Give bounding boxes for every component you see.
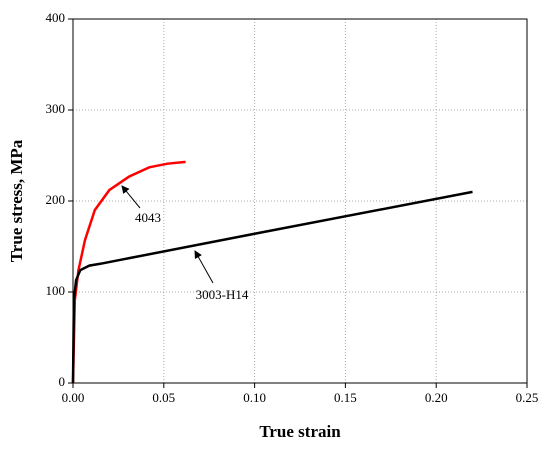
- y-tick-label: 200: [46, 192, 66, 207]
- annotation-arrow: [121, 185, 141, 209]
- x-tick-label: 0.05: [152, 390, 175, 405]
- y-tick-label: 400: [46, 10, 66, 25]
- annotations: 4043 3003-H14: [121, 185, 249, 302]
- annotation: 4043: [135, 210, 161, 225]
- x-axis-label: True strain: [259, 422, 341, 441]
- plot-frame: [72, 18, 528, 384]
- data-line: [71, 190, 473, 384]
- annotation-arrow: [194, 250, 214, 284]
- x-tick-label: 0.00: [62, 390, 85, 405]
- annotation: 3003-H14: [196, 287, 249, 302]
- plot: 0.00 0.05 0.10 0.15 0.20 0.25 0 100 200 300 400: [46, 10, 539, 405]
- y-axis-label: True stress, MPa: [7, 139, 26, 262]
- x-tick-label: 0.25: [516, 390, 539, 405]
- y-tick-label: 0: [59, 374, 66, 389]
- y-tick-label: 100: [46, 283, 66, 298]
- x-tick-label: 0.20: [425, 390, 448, 405]
- x-tick-label: 0.15: [334, 390, 357, 405]
- x-tick-label: 0.10: [243, 390, 266, 405]
- y-tick-label: 300: [46, 101, 66, 116]
